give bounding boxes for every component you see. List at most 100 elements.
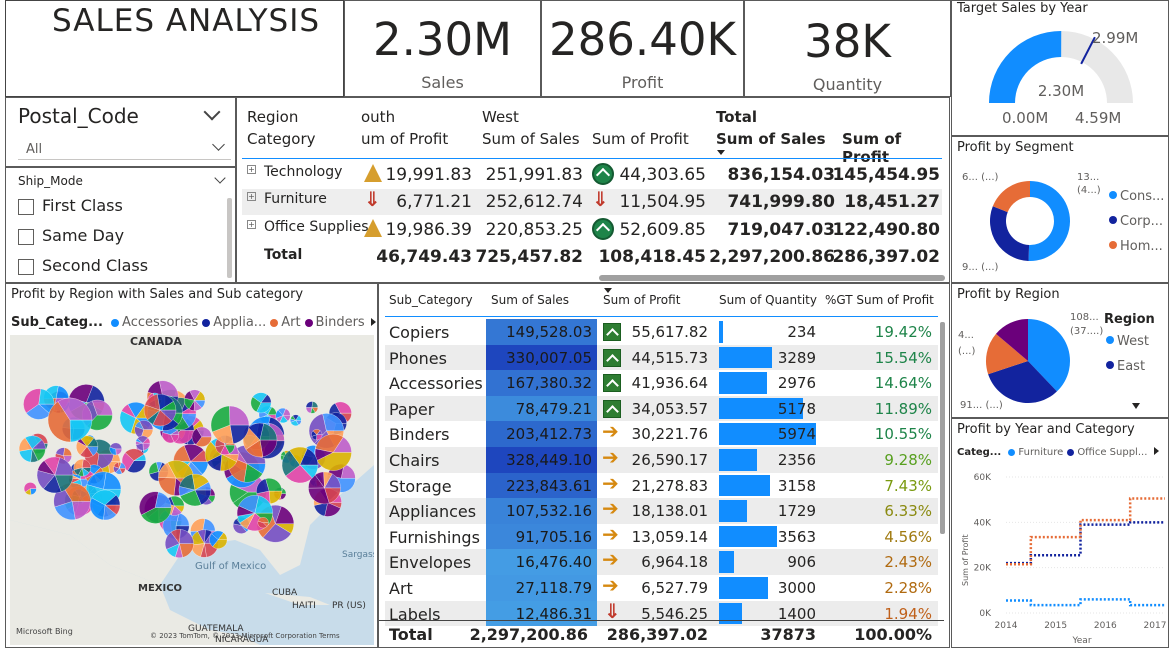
slicer-item-second-class[interactable]: Second Class (18, 256, 148, 275)
pie-slice[interactable] (992, 181, 1030, 213)
legend-item[interactable]: Binders (304, 315, 365, 330)
table-row[interactable]: Binders 203,412.73 ➔ 30,221.76 5974 10.55% (385, 421, 938, 447)
table-row[interactable]: Labels 12,486.31 ⇓ 5,546.25 1400 1.94% (385, 598, 938, 627)
legend-label[interactable]: Hom... (1120, 239, 1163, 254)
slicer-item-first-class[interactable]: First Class (18, 196, 123, 215)
pie-slice[interactable] (995, 319, 1028, 361)
table-row[interactable]: Accessories 167,380.32 41,936.64 2976 14.64% (385, 370, 938, 396)
map-label-haiti: HAITI (292, 601, 316, 611)
expand-icon[interactable]: + (247, 220, 256, 229)
table-row[interactable]: Storage 223,843.61 ➔ 21,278.83 3158 7.43% (385, 472, 938, 499)
subcat-name: Storage (389, 476, 452, 496)
postal-code-slicer[interactable]: Postal_Code All (5, 97, 236, 167)
checkbox[interactable] (18, 258, 34, 275)
map-canvas[interactable]: CANADA MEXICO Gulf of Mexico CUBA HAITI … (10, 335, 374, 645)
matrix-row[interactable]: + Technology 19,991.83 251,991.83 44,303.65 8… (242, 162, 942, 188)
kpi-quantity-card[interactable]: 38K Quantity (744, 0, 951, 97)
chevron-down-icon[interactable] (214, 172, 226, 184)
legend-item[interactable]: Office Suppl... (1067, 447, 1147, 458)
map-copyright[interactable]: © 2023 TomTom, © 2023 Microsoft Corporat… (150, 632, 340, 640)
series-line[interactable] (1006, 497, 1165, 566)
target-sales-gauge-card[interactable]: Target Sales by Year 2.99M 2.30M 0.00M 4… (951, 0, 1169, 136)
table-row[interactable]: Envelopes 16,476.40 ➔ 6,964.18 906 2.43% (385, 549, 938, 575)
segment-donut-chart[interactable]: 6... (...) 13... (4...) 9... (...) Cons.… (952, 159, 1169, 283)
legend-item[interactable]: Furniture (1008, 447, 1063, 458)
map-label-cuba: CUBA (272, 588, 298, 598)
legend-label[interactable]: East (1117, 359, 1145, 374)
matrix-row[interactable]: + Furniture ⇓ 6,771.21 252,612.74 ⇓ 11,504.95 7… (242, 189, 942, 215)
profit-region-map-card[interactable]: Profit by Region with Sales and Sub cate… (5, 283, 378, 648)
vertical-scrollbar[interactable] (940, 322, 945, 534)
expand-icon[interactable]: + (247, 192, 256, 201)
chevron-down-icon[interactable] (203, 103, 221, 121)
scrollbar[interactable] (227, 198, 232, 278)
expand-icon[interactable]: + (247, 165, 256, 174)
subcat-quantity: 906 (787, 553, 816, 572)
legend-item[interactable]: Applia... (202, 315, 266, 330)
series-line[interactable] (1006, 598, 1165, 607)
map-pie-slice (257, 517, 269, 523)
matrix-row[interactable]: + Office Supplies 19,986.39 220,853.25 52,60… (242, 217, 942, 243)
checkbox[interactable] (18, 228, 34, 245)
gauge-chart[interactable]: 2.99M 2.30M 0.00M 4.59M (952, 15, 1169, 135)
series-line[interactable] (1006, 521, 1165, 565)
subcategory-table[interactable]: Sub_Category Sum of Sales Sum of Profit … (378, 283, 950, 648)
kpi-sales-card[interactable]: 2.30M Sales (344, 0, 541, 97)
table-row[interactable]: Chairs 328,449.10 ➔ 26,590.17 2356 9.28% (385, 447, 938, 473)
chevron-down-icon[interactable] (1132, 403, 1140, 409)
legend-item[interactable]: Accessories (111, 315, 198, 330)
map-pie-slice (217, 532, 228, 540)
sort-desc-icon[interactable] (604, 288, 612, 293)
table-row[interactable]: Phones 330,007.05 44,515.73 3289 15.54% (385, 344, 938, 371)
profit-year-category-card[interactable]: Profit by Year and Category Categ... Fur… (951, 418, 1169, 648)
pie-slice[interactable] (988, 361, 1057, 403)
subcat-sales: 330,007.05 (506, 348, 592, 367)
profit-region-card[interactable]: Profit by Region 108... (37....) 4... (.… (951, 283, 1169, 418)
checkbox[interactable] (18, 198, 34, 215)
table-row[interactable]: Appliances 107,532.16 ➔ 18,138.01 1729 6.33% (385, 498, 938, 524)
pie-slice[interactable] (986, 333, 1028, 375)
segment-arcs (990, 181, 1070, 261)
matrix-west-profit: 44,303.65 (619, 165, 706, 185)
legend-label[interactable]: West (1117, 334, 1149, 349)
yearcat-series (1006, 497, 1165, 607)
profit-segment-card[interactable]: Profit by Segment 6... (...) 13... (4...… (951, 136, 1169, 283)
slicer-item-same-day[interactable]: Same Day (18, 226, 124, 245)
col-header-pct[interactable]: %GT Sum of Profit (825, 293, 934, 307)
legend-label[interactable]: Cons... (1120, 189, 1164, 204)
pie-slice[interactable] (1028, 319, 1070, 392)
subcat-sales: 223,843.61 (506, 476, 592, 495)
kpi-profit-card[interactable]: 286.40K Profit (541, 0, 744, 97)
postal-dropdown[interactable]: All (18, 136, 231, 160)
table-row[interactable]: Art 27,118.79 ➔ 6,527.79 3000 2.28% (385, 575, 938, 601)
col-header-subcat[interactable]: Sub_Category (389, 293, 473, 307)
col-header-profit[interactable]: Sum of Profit (603, 293, 681, 307)
col-header-sales[interactable]: Sum of Sales (491, 293, 570, 307)
col-header-quantity[interactable]: Sum of Quantity (719, 293, 817, 307)
legend-item[interactable]: Art (270, 315, 301, 330)
sort-desc-icon[interactable] (717, 150, 725, 155)
yearcat-legend-items: Furniture Office Suppl... (1004, 447, 1147, 458)
subcat-name: Envelopes (389, 553, 472, 573)
table-row[interactable]: Furnishings 91,705.16 ➔ 13,059.14 3563 4.56% (385, 523, 938, 550)
pie-slice[interactable] (990, 206, 1030, 261)
map-pie-slice (260, 394, 272, 403)
pie-slice[interactable] (1028, 181, 1070, 261)
horizontal-scrollbar[interactable] (599, 275, 945, 281)
chevron-right-icon[interactable] (370, 318, 376, 326)
region-category-matrix[interactable]: Region Category outh um of Profit West S… (236, 97, 950, 283)
up-arrow-square-icon (603, 374, 621, 393)
map-pie-slice (139, 420, 154, 430)
ship-mode-slicer[interactable]: Ship_Mode First Class Same Day Second Cl… (5, 167, 236, 283)
region-pie-chart[interactable]: 108... (37....) 4... (...) 91... (...) R… (952, 304, 1169, 417)
chevron-right-icon[interactable] (1153, 447, 1159, 455)
legend-label[interactable]: Corp... (1120, 214, 1163, 229)
table-row[interactable]: Copiers 149,528.03 55,617.82 234 19.42% (385, 319, 938, 345)
sub-table-total: Total 2,297,200.86 286,397.02 37873 100.… (379, 620, 944, 646)
subcat-profit: 18,138.01 (631, 502, 708, 521)
arrow-down-icon: ⇓ (604, 598, 621, 623)
matrix-total-sales: 741,999.80 (727, 192, 835, 212)
kpi-profit-value: 286.40K (549, 13, 736, 66)
table-row[interactable]: Paper 78,479.21 34,053.57 5178 11.89% (385, 395, 938, 422)
